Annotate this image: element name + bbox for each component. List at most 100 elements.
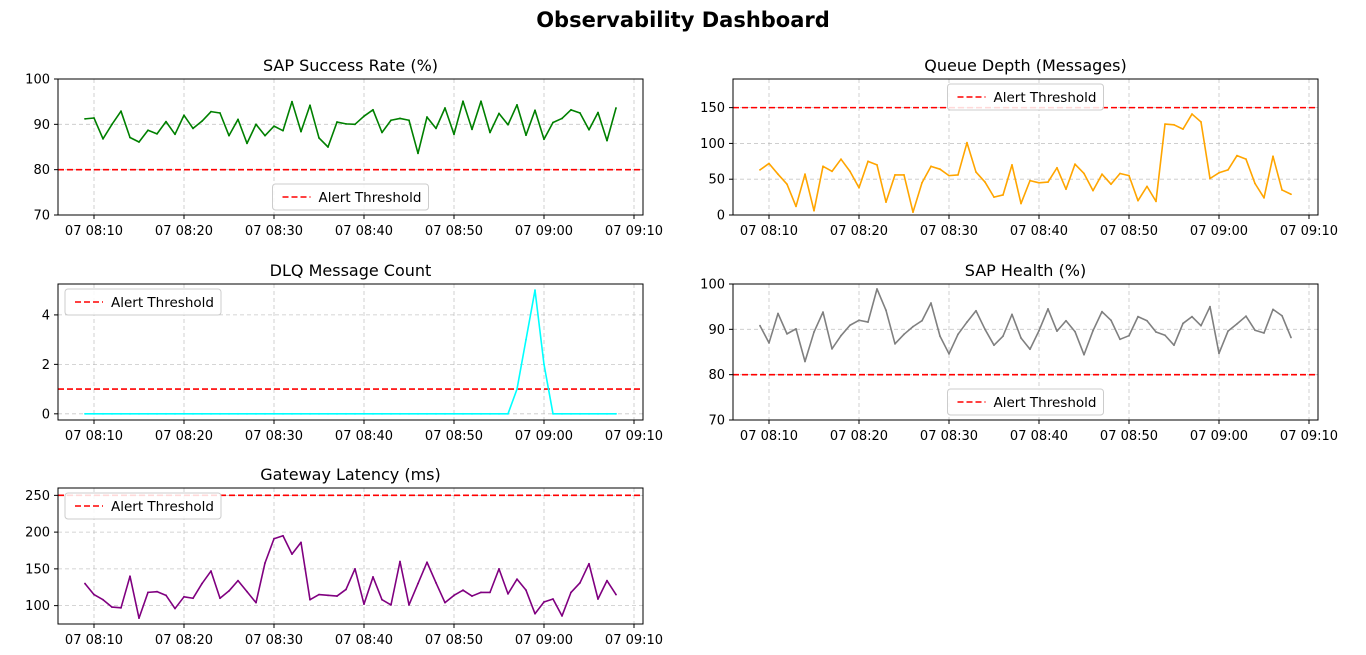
data-point [399, 560, 401, 563]
data-point [1011, 313, 1013, 316]
x-tick-label: 07 08:40 [335, 429, 393, 444]
legend: Alert Threshold [947, 388, 1104, 416]
x-tick-label: 07 09:10 [1280, 224, 1338, 239]
data-point [588, 412, 590, 415]
data-point [201, 582, 203, 585]
data-point [372, 108, 374, 111]
data-point [903, 333, 905, 336]
data-point [390, 119, 392, 122]
data-point [777, 312, 779, 315]
data-point [1182, 322, 1184, 325]
data-point [615, 593, 617, 596]
data-point [570, 591, 572, 594]
data-point [1110, 319, 1112, 322]
data-point [273, 537, 275, 540]
data-point [363, 412, 365, 415]
data-point [1227, 169, 1229, 171]
data-point [525, 589, 527, 592]
data-point [786, 332, 788, 335]
data-point [516, 388, 518, 390]
data-point [138, 617, 140, 620]
x-tick-label: 07 08:10 [740, 429, 798, 444]
data-point [138, 141, 140, 143]
chart-gateway-latency-ms: Gateway Latency (ms) 07 08:10 07 08:20 07 0… [25, 465, 663, 648]
data-point [462, 100, 464, 103]
data-point [111, 606, 113, 608]
x-tick-label: 07 08:50 [1100, 224, 1158, 239]
data-point [1146, 185, 1148, 188]
data-point [885, 201, 887, 204]
data-point [300, 541, 302, 544]
data-point [543, 363, 545, 366]
data-point [183, 412, 185, 415]
data-point [795, 327, 797, 330]
data-point [831, 170, 833, 173]
data-point [318, 412, 320, 415]
data-point [1029, 179, 1031, 182]
data-point [1092, 329, 1094, 332]
data-point [480, 100, 482, 103]
data-point [93, 412, 95, 415]
data-point [336, 595, 338, 597]
data-point [534, 289, 536, 292]
data-point [1083, 353, 1085, 356]
data-point [408, 412, 410, 415]
series-line [84, 534, 617, 619]
data-point [543, 601, 545, 603]
data-point [354, 412, 356, 415]
x-tick-label: 07 08:10 [65, 224, 123, 239]
data-point [498, 412, 500, 415]
chart-title: DLQ Message Count [270, 261, 432, 280]
plot-frame [732, 283, 1319, 421]
x-tick-label: 07 08:30 [920, 224, 978, 239]
data-point [147, 591, 149, 594]
data-point [381, 412, 383, 415]
data-point [408, 603, 410, 606]
x-tick-label: 07 08:40 [1010, 429, 1068, 444]
data-point [390, 603, 392, 606]
data-point [822, 165, 824, 168]
data-point [939, 168, 941, 171]
data-point [345, 122, 347, 125]
data-point [1074, 163, 1076, 166]
data-point [1200, 324, 1202, 327]
data-point [912, 325, 914, 328]
data-point [966, 141, 968, 144]
data-point [282, 129, 284, 132]
y-tick-label: 100 [700, 137, 725, 152]
data-point [1200, 121, 1202, 123]
data-point [561, 615, 563, 617]
data-point [570, 108, 572, 111]
x-tick-label: 07 08:30 [920, 429, 978, 444]
data-point [759, 169, 761, 171]
data-point [534, 612, 536, 615]
x-tick-label: 07 08:20 [830, 224, 888, 239]
data-point [120, 412, 122, 415]
y-tick-label: 2 [42, 358, 50, 373]
data-point [588, 128, 590, 131]
data-point [957, 333, 959, 336]
x-tick-label: 07 09:00 [515, 429, 573, 444]
data-point [1101, 173, 1103, 176]
data-point [507, 123, 509, 126]
data-point [930, 302, 932, 304]
data-point [804, 360, 806, 363]
data-point [795, 205, 797, 208]
data-point [579, 112, 581, 114]
y-tick-label: 0 [42, 407, 50, 422]
data-point [192, 127, 194, 130]
y-tick-label: 90 [33, 118, 50, 133]
series-line [84, 100, 617, 155]
data-point [390, 412, 392, 415]
data-point [1227, 330, 1229, 333]
chart-dlq-message-count: DLQ Message Count 07 08:10 07 08:20 07 08:3… [42, 261, 663, 444]
data-point [579, 412, 581, 415]
data-point [336, 121, 338, 123]
data-point [363, 603, 365, 606]
data-point [417, 152, 419, 155]
data-point [156, 590, 158, 593]
data-point [1164, 334, 1166, 337]
data-point [165, 412, 167, 415]
y-tick-label: 150 [25, 562, 50, 577]
data-point [840, 334, 842, 337]
